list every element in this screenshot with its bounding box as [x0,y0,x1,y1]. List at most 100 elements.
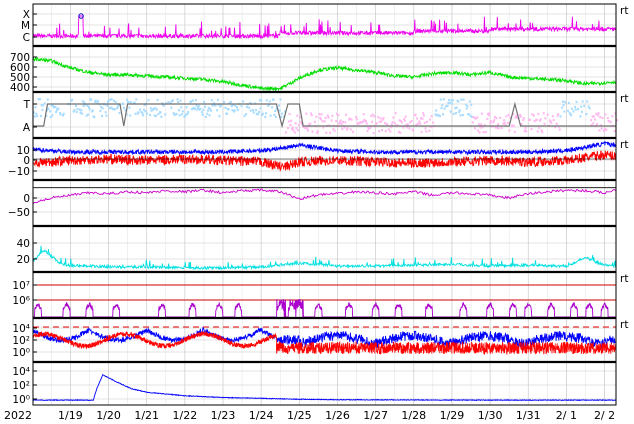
imf-point [561,100,564,103]
imf-point [269,114,272,117]
y-tick-label: 10² [12,335,30,347]
imf-point [519,113,522,117]
imf-point [206,112,209,115]
imf-point [522,118,525,122]
imf-point [249,109,252,112]
imf-point [350,118,353,121]
imf-point [76,107,79,111]
imf-point [418,120,421,123]
imf-point [261,112,264,115]
imf-point [289,123,292,127]
imf-point [599,115,602,119]
x-tick-label: 1/29 [440,409,465,422]
imf-point [316,131,319,135]
imf-point [593,118,596,121]
imf-point [278,109,281,112]
imf-point [390,123,393,126]
imf-point [191,99,194,102]
x-tick-label: 1/27 [363,409,388,422]
imf-point [264,115,267,119]
imf-point [580,105,583,108]
imf-point [384,130,387,133]
imf-bt-line [32,141,617,156]
imf-point [240,104,243,108]
imf-point [471,121,474,124]
imf-point [54,105,57,109]
imf-point [305,112,308,115]
imf-point [525,130,528,133]
imf-point [94,99,97,102]
imf-point [114,101,117,104]
imf-point [197,104,200,108]
imf-point [613,130,616,133]
imf-point [259,107,262,110]
imf-point [559,115,562,118]
imf-point [448,102,451,105]
imf-point [124,109,127,112]
imf-point [318,112,321,116]
imf-point [506,121,509,124]
imf-point [449,110,452,113]
imf-point [544,117,547,120]
imf-point [515,114,518,117]
imf-point [447,101,450,104]
imf-point [338,122,341,125]
imf-point [137,111,140,114]
imf-point [484,130,487,134]
imf-point [271,106,274,109]
imf-point [169,101,172,104]
imf-point [81,100,84,103]
imf-point [361,120,364,123]
imf-point [488,112,491,115]
imf-point [370,114,373,117]
imf-point [415,123,418,126]
imf-point [609,121,612,124]
imf-point [99,109,102,112]
imf-point [572,110,575,113]
y-tick-label: 10 [17,145,30,157]
imf-point [429,118,432,121]
imf-point [311,130,314,133]
imf-point [51,114,54,117]
imf-point [574,108,577,111]
imf-point [410,119,413,123]
imf-point [118,111,121,115]
imf-point [381,118,384,121]
imf-point [233,109,236,112]
imf-point [142,108,145,111]
imf-point [522,117,525,120]
imf-point [452,112,455,116]
imf-point [446,104,449,107]
imf-point [59,113,62,116]
imf-point [88,108,91,111]
imf-point [174,113,177,116]
imf-point [143,104,146,107]
imf-point [366,129,369,133]
imf-point [171,99,174,102]
imf-point [421,117,424,120]
imf-point [280,115,283,118]
imf-point [322,126,325,129]
imf-point [184,113,187,116]
imf-point [493,115,496,119]
imf-point [148,113,151,117]
imf-point [303,126,306,130]
imf-point [203,100,206,104]
imf-point [175,112,178,116]
imf-point [505,115,508,118]
panel-frame [32,225,617,273]
imf-point [210,99,213,102]
imf-point [562,104,565,107]
imf-point [153,114,156,117]
imf-point [372,131,375,135]
high-energy-proton-line [32,373,616,402]
imf-point [216,109,219,112]
y-tick-label: 20 [17,254,30,266]
imf-point [82,104,85,108]
imf-point [297,129,300,132]
imf-point [255,109,258,112]
imf-point [339,119,342,122]
imf-point [234,104,237,107]
imf-point [403,119,406,122]
